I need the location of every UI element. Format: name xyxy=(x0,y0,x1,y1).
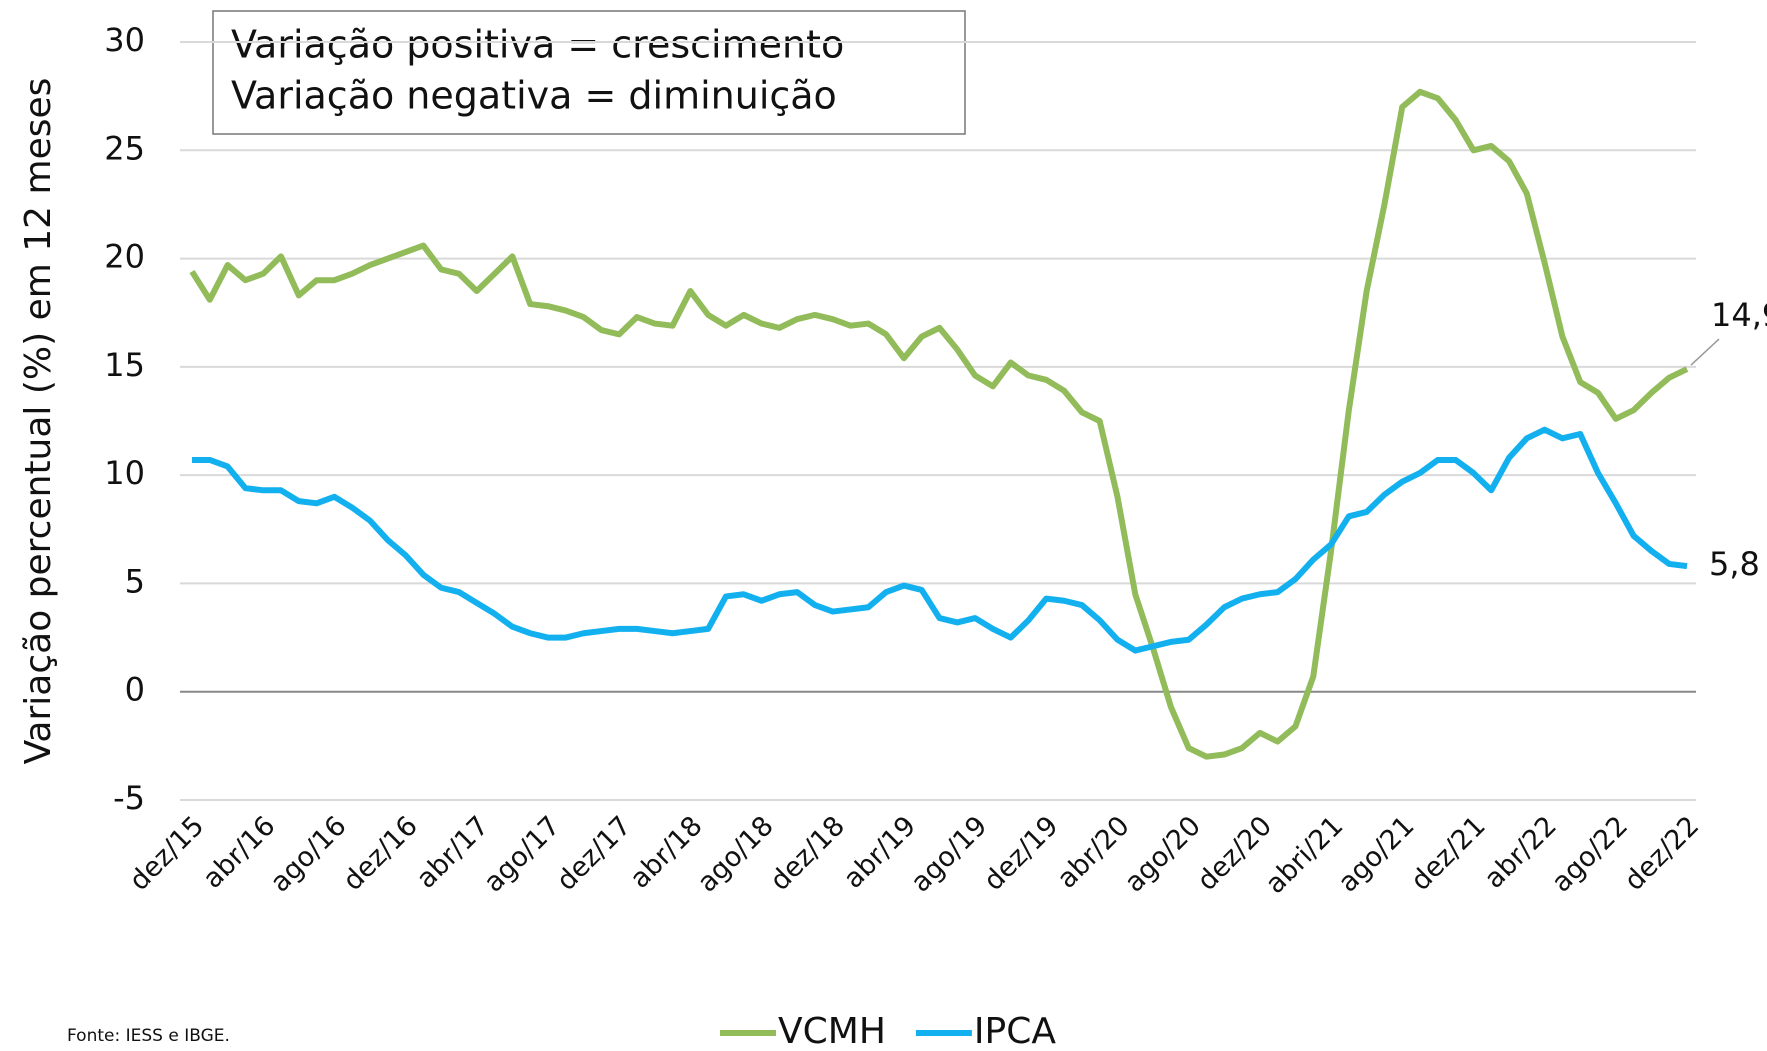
x-tick-label: ago/16 xyxy=(264,810,352,898)
y-axis-title: Variação percentual (%) em 12 meses xyxy=(18,78,59,765)
x-tick-label: ago/17 xyxy=(478,810,566,898)
y-tick-label: 0 xyxy=(125,671,145,709)
source: Fonte: IESS e IBGE. xyxy=(67,1026,230,1046)
x-tick-label: dez/19 xyxy=(978,810,1065,897)
x-tick-label: abri/21 xyxy=(1260,810,1350,900)
x-tick-label: dez/22 xyxy=(1619,810,1706,897)
y-tick-label: 30 xyxy=(104,21,145,59)
legend-label: IPCA xyxy=(974,1011,1056,1051)
x-tick-label: ago/20 xyxy=(1119,810,1207,898)
x-tick-label: ago/21 xyxy=(1332,810,1420,898)
x-tick-label: dez/21 xyxy=(1405,810,1492,897)
x-tick-label: dez/17 xyxy=(551,810,638,897)
annotation-box xyxy=(212,10,966,135)
x-tick-label: dez/15 xyxy=(124,810,211,897)
series-line xyxy=(189,88,1689,760)
leader-line xyxy=(1690,338,1720,366)
y-tick-label: 20 xyxy=(104,238,145,276)
y-tick-label: -5 xyxy=(113,779,145,817)
y-tick-label: 25 xyxy=(104,129,145,167)
x-tick-label: dez/18 xyxy=(764,810,851,897)
y-tick-label: 5 xyxy=(125,562,145,600)
y-tick-label: 10 xyxy=(104,454,145,492)
annotation: Variação negativa = diminuição xyxy=(231,74,837,118)
series-line xyxy=(192,426,1688,654)
x-tick-label: ago/18 xyxy=(692,810,780,898)
value-label: 14,9 xyxy=(1711,296,1767,334)
x-tick-label: ago/19 xyxy=(905,810,993,898)
legend-label: VCMH xyxy=(778,1011,886,1051)
x-tick-label: dez/16 xyxy=(337,810,424,897)
y-tick-label: 15 xyxy=(104,346,145,384)
x-tick-label: ago/22 xyxy=(1546,810,1634,898)
value-label: 5,8 xyxy=(1709,545,1760,583)
annotation: Variação positiva = crescimento xyxy=(231,23,844,67)
